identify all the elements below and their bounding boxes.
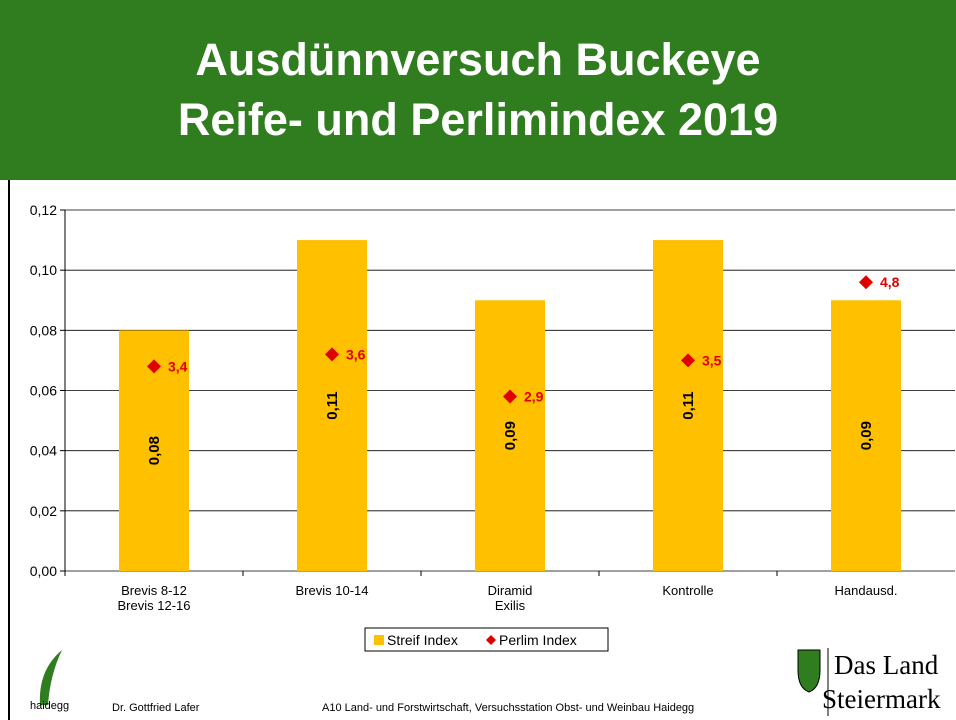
legend-swatch <box>486 635 496 645</box>
y-tick-label: 0,06 <box>30 383 57 399</box>
x-tick-label: Brevis 10-14 <box>295 583 369 598</box>
legend-label: Perlim Index <box>499 632 577 648</box>
marker <box>859 275 873 290</box>
y-tick-label: 0,00 <box>30 563 57 579</box>
brand-text: Das Land <box>834 650 939 680</box>
coat-of-arms <box>797 649 821 693</box>
logo-leaf <box>39 650 62 705</box>
brand-text: Steiermark <box>822 684 941 714</box>
bar <box>831 300 901 571</box>
data-label: 3,4 <box>168 358 188 374</box>
x-tick-label: Diramid Exilis <box>487 583 533 613</box>
data-label: 3,5 <box>702 352 722 368</box>
footer-logo-text: haidegg <box>30 700 70 712</box>
x-tick-label: Handausd. <box>834 583 898 598</box>
legend-swatch <box>374 635 384 645</box>
chart-title: Ausdünnversuch Buckeye Reife- und Perlim… <box>177 34 779 145</box>
bar <box>475 300 545 571</box>
marker <box>681 353 695 368</box>
footer-institute: A10 Land- und Forstwirtschaft, Versuchss… <box>322 702 695 714</box>
y-tick-label: 0,04 <box>30 443 57 459</box>
data-label: 3,6 <box>346 346 366 362</box>
marker <box>503 389 517 404</box>
bar <box>653 240 723 572</box>
y-tick-label: 0,12 <box>30 202 57 218</box>
x-tick-label: Brevis 8-12 Brevis 12-16 <box>117 583 191 613</box>
data-label: 0,08 <box>146 436 163 465</box>
data-label: 0,11 <box>680 391 697 419</box>
x-tick-label: Kontrolle <box>662 583 714 598</box>
marker <box>325 347 339 362</box>
data-label: 0,09 <box>502 421 519 450</box>
y-tick-label: 0,10 <box>30 262 57 278</box>
header: Ausdünnversuch Buckeye Reife- und Perlim… <box>0 0 956 180</box>
footer-author: Dr. Gottfried Lafer <box>112 702 200 714</box>
marker <box>147 359 161 374</box>
y-tick-label: 0,08 <box>30 322 57 338</box>
data-label: 0,11 <box>324 391 341 419</box>
data-label: 0,09 <box>858 421 875 450</box>
y-tick-label: 0,02 <box>30 503 57 519</box>
bar <box>297 240 367 572</box>
data-label: 4,8 <box>880 274 900 290</box>
legend-label: Streif Index <box>387 632 458 648</box>
data-label: 2,9 <box>524 389 544 405</box>
